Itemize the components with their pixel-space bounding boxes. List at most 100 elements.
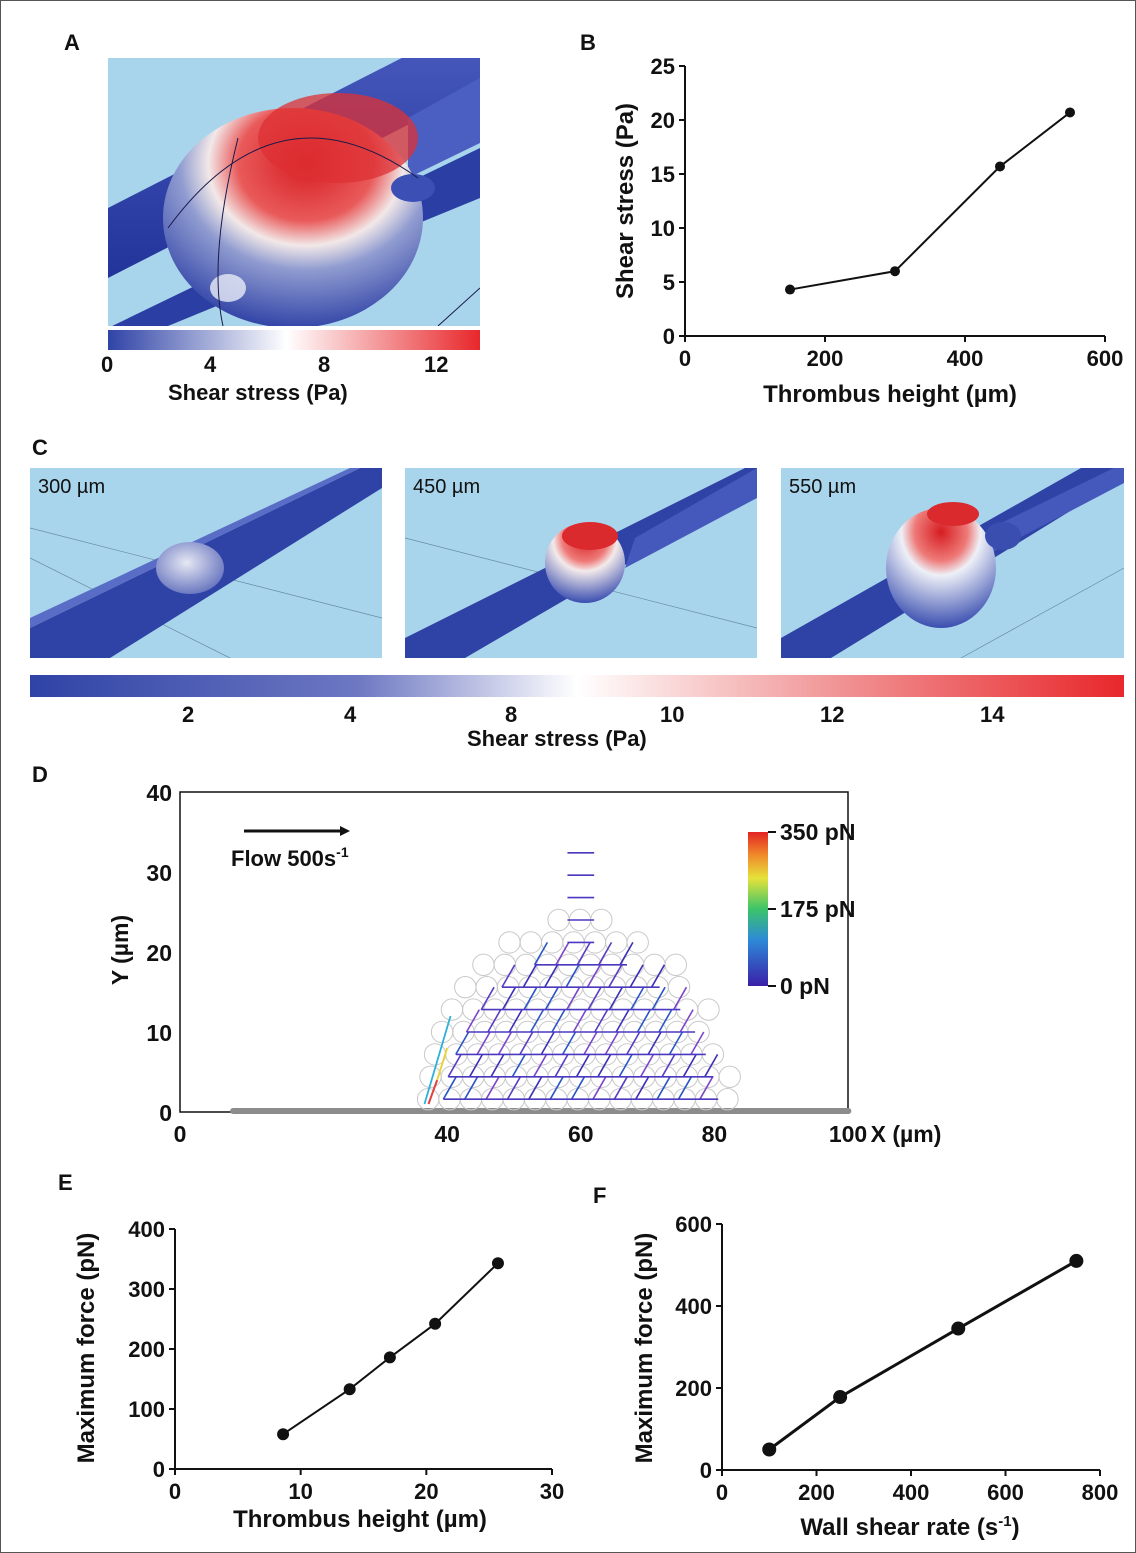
bond xyxy=(576,942,591,966)
bond xyxy=(533,1054,548,1078)
bond xyxy=(533,942,549,966)
panel-letter-f: F xyxy=(593,1183,607,1208)
bond xyxy=(615,1009,630,1033)
bond xyxy=(586,964,601,988)
bond xyxy=(555,942,570,966)
bond-high xyxy=(436,1047,449,1081)
y-tick-label: 400 xyxy=(675,1294,712,1319)
y-axis-label: Shear stress (Pa) xyxy=(612,103,639,299)
bond xyxy=(544,986,559,1010)
cbar-c-tick-2: 8 xyxy=(505,702,518,727)
force-cbar-label: 175 pN xyxy=(780,896,855,922)
bond xyxy=(554,1054,569,1078)
x-tick-label: 100 xyxy=(829,1121,867,1147)
x-tick-label: 0 xyxy=(169,1479,181,1504)
x-tick-label: 0 xyxy=(679,346,691,371)
series-line xyxy=(768,1259,1078,1451)
data-point xyxy=(995,161,1005,172)
bond xyxy=(656,1076,671,1100)
y-tick-label: 40 xyxy=(146,780,172,806)
data-point xyxy=(429,1317,442,1330)
bond xyxy=(464,1076,479,1100)
bond xyxy=(551,1009,566,1033)
bond-high xyxy=(423,1015,452,1105)
y-axis-label: Maximum force (pN) xyxy=(73,1233,100,1464)
y-tick-label: 10 xyxy=(651,216,675,241)
bond xyxy=(583,1031,598,1055)
bond xyxy=(511,1054,526,1078)
series-line xyxy=(789,111,1071,291)
x-tick-label: 600 xyxy=(987,1480,1024,1505)
bond xyxy=(597,1054,612,1078)
thrombus-render-450: 450 µm xyxy=(405,468,757,658)
data-point xyxy=(833,1390,848,1405)
force-colorbar xyxy=(748,832,768,986)
bond xyxy=(540,1031,555,1055)
bond xyxy=(506,1076,522,1100)
cbar-c-tick-4: 12 xyxy=(820,702,845,727)
panel-letter-c: C xyxy=(32,435,48,460)
data-point xyxy=(890,266,900,277)
bond xyxy=(561,1031,577,1055)
data-point xyxy=(762,1442,777,1457)
y-tick-label: 0 xyxy=(159,1100,172,1126)
bond xyxy=(682,1054,697,1078)
x-tick-label: 200 xyxy=(807,346,844,371)
bond xyxy=(677,1076,693,1100)
data-point xyxy=(383,1351,396,1364)
colorbar-c xyxy=(30,675,1124,697)
particle xyxy=(667,976,691,999)
bond xyxy=(455,1031,470,1055)
flow-annotation: Flow 500s-1 xyxy=(231,844,349,871)
x-axis-label: Wall shear rate (s-1) xyxy=(800,1513,1019,1541)
y-tick-label: 300 xyxy=(128,1277,165,1302)
y-tick-label: 25 xyxy=(651,54,675,79)
data-point xyxy=(1065,107,1075,118)
bond xyxy=(575,1054,591,1078)
bond xyxy=(613,1076,628,1100)
bond xyxy=(523,986,538,1010)
bond xyxy=(522,964,537,988)
bond xyxy=(566,986,581,1010)
bond xyxy=(572,1009,587,1033)
data-point xyxy=(277,1428,290,1441)
bond xyxy=(690,1031,705,1055)
cbar-a-tick-3: 12 xyxy=(424,352,449,377)
bond xyxy=(608,964,623,988)
x-tick-label: 800 xyxy=(1082,1480,1119,1505)
cbar-c-tick-1: 4 xyxy=(344,702,357,727)
y-tick-label: 20 xyxy=(651,108,675,133)
bond xyxy=(668,1031,684,1055)
y-tick-label: 5 xyxy=(663,270,675,295)
y-tick-label: 30 xyxy=(146,860,172,886)
bond xyxy=(565,964,580,988)
y-tick-label: 0 xyxy=(663,324,675,349)
bond xyxy=(465,1009,481,1033)
panel-letter-a: A xyxy=(64,30,80,55)
cbar-c-tick-5: 14 xyxy=(980,702,1005,727)
y-tick-label: 0 xyxy=(700,1458,712,1483)
force-cbar-label: 350 pN xyxy=(780,819,855,845)
y-tick-label: 400 xyxy=(128,1217,165,1242)
bond xyxy=(544,964,559,988)
x-axis-label: Thrombus height (µm) xyxy=(763,381,1017,408)
data-point xyxy=(491,1257,504,1270)
particle xyxy=(718,1065,741,1088)
bond xyxy=(650,964,666,988)
bond xyxy=(598,942,613,966)
bond xyxy=(501,986,517,1010)
bond xyxy=(608,986,624,1010)
particle xyxy=(664,953,687,976)
y-axis-label: Y (µm) xyxy=(107,915,133,985)
bond xyxy=(487,1009,502,1033)
bond xyxy=(647,1031,662,1055)
bond xyxy=(594,1009,609,1033)
bond xyxy=(651,986,666,1010)
x-tick-label: 600 xyxy=(1087,346,1124,371)
y-tick-label: 0 xyxy=(153,1457,165,1482)
bond xyxy=(661,1054,676,1078)
x-tick-label: 0 xyxy=(716,1480,728,1505)
y-tick-label: 100 xyxy=(128,1397,165,1422)
